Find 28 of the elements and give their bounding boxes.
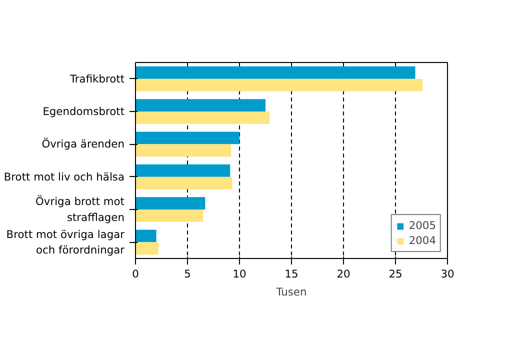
bar (136, 197, 206, 210)
y-tick-label: Övriga brott mot strafflagen (36, 195, 125, 224)
bar (136, 242, 158, 255)
bar (136, 112, 270, 124)
bar (136, 78, 423, 92)
x-tick-label: 5 (184, 268, 191, 280)
x-tick-label: 10 (232, 268, 246, 280)
bar (136, 164, 230, 177)
x-tick-label: 25 (388, 268, 402, 280)
legend-label: 2004 (408, 234, 436, 247)
bar (136, 132, 240, 144)
y-tick-label: Trafikbrott (68, 72, 125, 86)
y-tick-label: Brott mot övriga lagar och förordningar (6, 228, 126, 256)
bar (136, 176, 232, 190)
legend-label: 2005 (408, 219, 436, 232)
x-tick-label: 0 (132, 268, 140, 280)
x-axis-title: Tusen (275, 286, 307, 298)
bar (136, 144, 232, 157)
x-tick-label: 30 (440, 268, 454, 280)
x-tick-label: 15 (284, 268, 298, 280)
bar (136, 66, 416, 79)
y-tick-label: Egendomsbrott (42, 105, 124, 118)
bar (136, 210, 204, 222)
bar (136, 230, 156, 242)
bar (136, 99, 266, 112)
x-tick-label: 20 (336, 268, 350, 280)
y-tick-label: Övriga ärenden (42, 138, 125, 151)
y-tick-label: Brott mot liv och hälsa (4, 170, 125, 184)
